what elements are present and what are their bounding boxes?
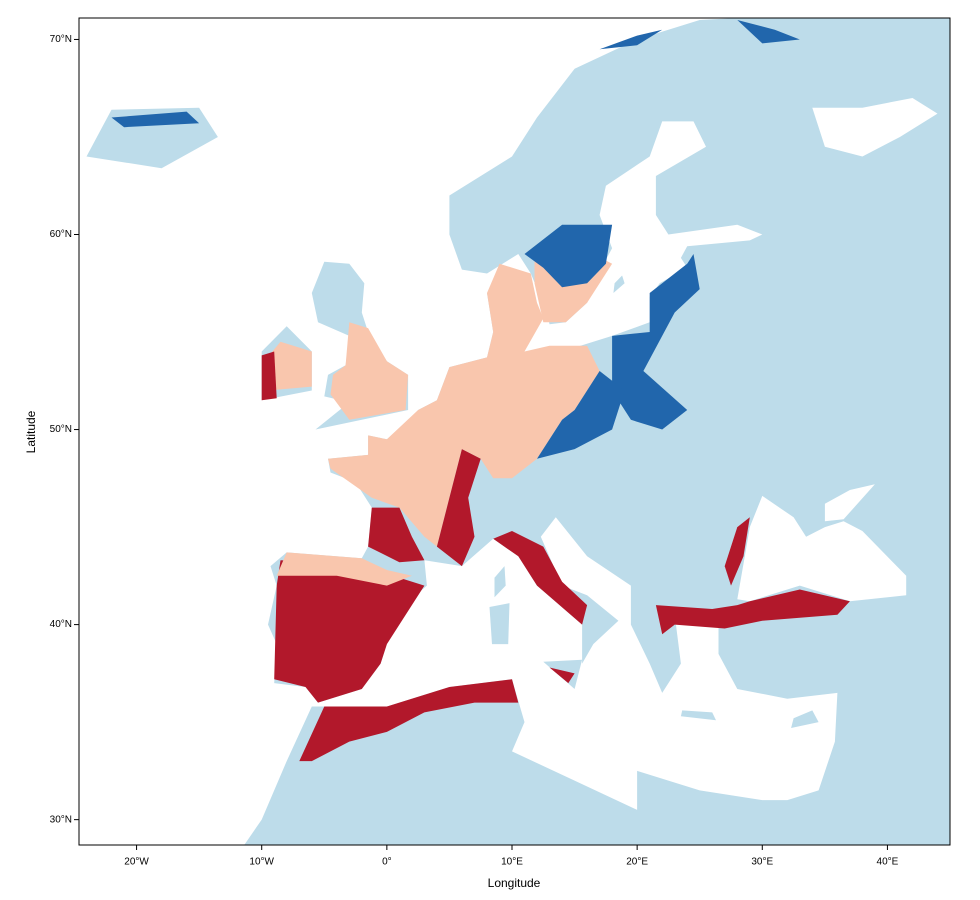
y-tick-label: 60°N xyxy=(50,229,72,240)
map-layer xyxy=(86,18,950,845)
x-tick-label: 20°W xyxy=(124,857,149,868)
blue-sweden xyxy=(524,224,613,288)
red-ireland xyxy=(261,351,277,401)
x-tick-label: 40°E xyxy=(877,857,899,868)
salmon-gb xyxy=(330,322,409,420)
white-sea xyxy=(812,98,938,157)
x-tick-label: 0° xyxy=(382,857,392,868)
salmon-nw-europe xyxy=(328,263,600,547)
red-turkey xyxy=(655,589,850,635)
plot-frame xyxy=(78,17,951,846)
blue-poland xyxy=(537,371,625,459)
crete xyxy=(680,710,716,721)
x-tick-label: 20°E xyxy=(626,857,648,868)
azov-sea xyxy=(824,484,875,522)
corsica xyxy=(494,566,506,598)
x-axis-title: Longitude xyxy=(488,876,541,890)
y-tick-label: 50°N xyxy=(50,424,72,435)
y-axis-title: Latitude xyxy=(24,410,38,453)
red-italy xyxy=(493,531,588,625)
red-iberia xyxy=(274,560,425,703)
x-tick-label: 10°E xyxy=(501,857,523,868)
salmon-ireland xyxy=(264,341,312,391)
red-balkans xyxy=(724,517,750,586)
blue-iceland xyxy=(111,111,200,128)
gotland xyxy=(613,275,625,293)
blue-baltic xyxy=(612,254,700,430)
y-tick-label: 30°N xyxy=(50,814,72,825)
sardinia xyxy=(489,603,510,645)
x-tick-label: 30°E xyxy=(751,857,773,868)
y-tick-label: 40°N xyxy=(50,619,72,630)
red-north-africa xyxy=(299,679,519,762)
blue-russia xyxy=(737,20,800,44)
red-sw-france xyxy=(368,507,425,563)
x-tick-label: 10°W xyxy=(249,857,274,868)
red-rhone xyxy=(436,449,481,567)
black-sea xyxy=(737,495,907,602)
red-sicily xyxy=(549,667,575,684)
cyprus xyxy=(791,710,819,728)
y-tick-label: 70°N xyxy=(50,34,72,45)
blue-norway xyxy=(599,29,663,50)
salmon-iberia xyxy=(276,552,412,586)
